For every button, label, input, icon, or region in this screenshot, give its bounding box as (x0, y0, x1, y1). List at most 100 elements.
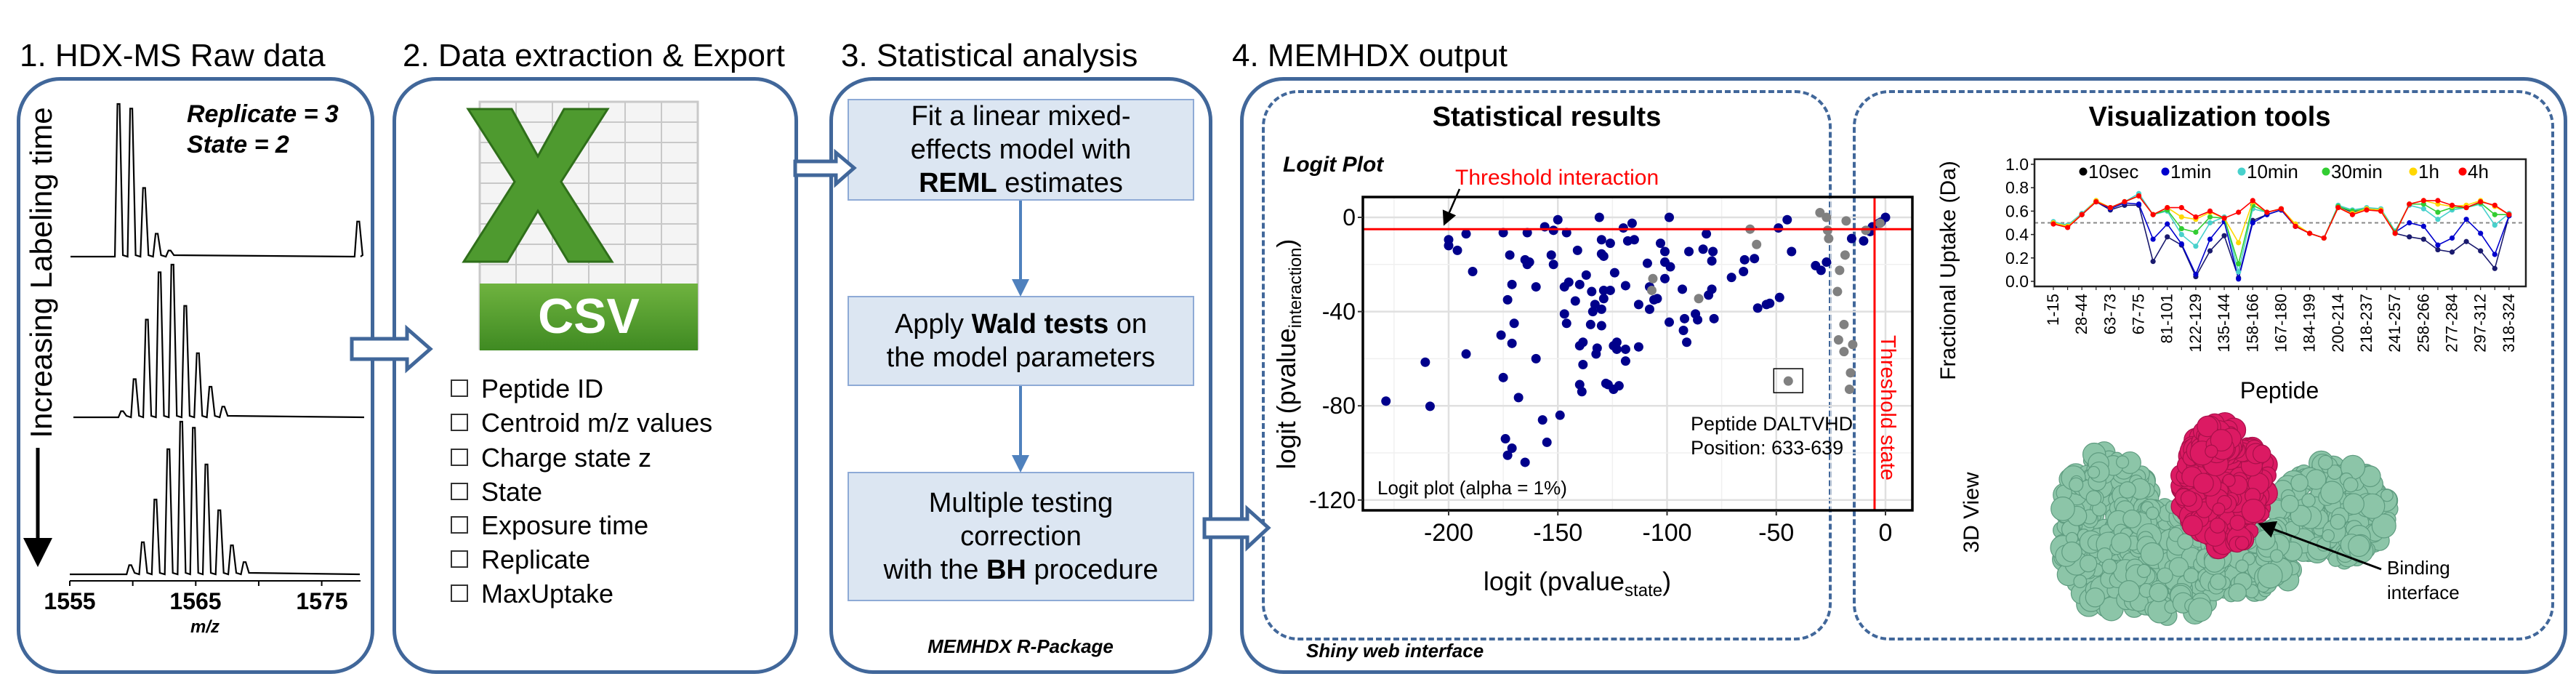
surface-bead (2188, 598, 2213, 622)
surface-bead (2069, 477, 2084, 492)
surface-bead (2228, 583, 2247, 602)
x-tick-label: -50 (1758, 519, 1794, 547)
flow-arrow-2-to-3 (793, 148, 857, 188)
significant-point (1822, 257, 1832, 268)
y-tick-label: -40 (1322, 299, 1356, 325)
surface-bead (2193, 473, 2214, 494)
series-point-1min (2150, 236, 2156, 242)
series-line-10sec (2053, 201, 2510, 281)
significant-point (1655, 238, 1665, 249)
text-span: procedure (1026, 555, 1159, 585)
field-maxuptake: MaxUptake (451, 579, 613, 609)
significant-point (1665, 317, 1675, 327)
surface-bead (2269, 549, 2284, 563)
series-point-10min (2420, 206, 2426, 212)
series-point-1min (2478, 230, 2484, 236)
series-point-10sec (2435, 246, 2441, 253)
series-point-10sec (2478, 248, 2484, 254)
series-point-4h (2150, 212, 2156, 217)
series-line-10min (2053, 193, 2510, 273)
field-label: State (481, 477, 543, 507)
series-point-4h (2378, 208, 2384, 214)
surface-bead (2183, 568, 2199, 584)
non_significant-point (1822, 225, 1832, 236)
shiny-label: Shiny web interface (1306, 640, 1484, 662)
legend-marker (2409, 167, 2418, 176)
significant-point (1500, 434, 1510, 444)
series-point-4h (2478, 198, 2484, 205)
logit-y-axis-label: logit (pvalueinteraction) (1271, 239, 1305, 470)
significant-point (1502, 450, 1513, 460)
significant-point (1596, 304, 1606, 314)
y-tick-label: 0.4 (2005, 225, 2029, 244)
significant-point (1548, 225, 1558, 236)
series-point-4h (2492, 202, 2497, 208)
field-label: Exposure time (481, 510, 649, 540)
significant-point (1611, 337, 1622, 347)
series-point-10sec (2492, 265, 2497, 271)
surface-bead (2111, 532, 2132, 553)
mz-tick-label: 1555 (44, 588, 95, 614)
non_significant-point (1815, 208, 1825, 218)
series-point-1min (2449, 235, 2455, 241)
series-point-4h (2250, 198, 2255, 204)
significant-point (1684, 246, 1694, 257)
significant-point (1596, 321, 1606, 331)
field-label: MaxUptake (481, 579, 614, 608)
significant-point (1531, 353, 1541, 363)
checkbox-icon (451, 483, 468, 501)
protein-surface-image (2050, 411, 2399, 626)
significant-point (1633, 300, 1643, 310)
significant-point (1665, 262, 1675, 272)
checkbox-icon (451, 516, 468, 534)
significant-point (1787, 246, 1797, 257)
y-tick-label: 0.6 (2005, 201, 2029, 220)
significant-point (1559, 309, 1569, 319)
logit-plot-title: Logit Plot (1283, 153, 1385, 177)
x-tick-label: -100 (1642, 519, 1691, 547)
significant-point (1507, 443, 1517, 454)
3d-view-label: 3D View (1960, 472, 1984, 553)
x-tick-label: 158-166 (2243, 294, 2261, 353)
step-2-title: 2. Data extraction & Export (403, 38, 785, 73)
legend-label: 30min (2331, 161, 2383, 182)
surface-bead (2343, 493, 2364, 515)
significant-point (1468, 267, 1478, 277)
text-span: on (1108, 309, 1148, 340)
significant-point (1620, 344, 1630, 354)
logit-footnote: Logit plot (alpha = 1%) (1377, 477, 1567, 499)
x-tick-label: 297-312 (2471, 294, 2490, 353)
text-line: Multiple testing (928, 488, 1114, 518)
step-1-title: 1. HDX-MS Raw data (20, 38, 326, 73)
significant-point (1561, 228, 1571, 238)
non_significant-point (1833, 334, 1843, 345)
y-tick-label: 1.0 (2005, 155, 2029, 174)
surface-bead (2371, 513, 2396, 539)
surface-bead (2080, 555, 2098, 573)
significant-point (1420, 357, 1430, 367)
legend-label: 1h (2418, 161, 2439, 182)
series-point-10sec (2150, 259, 2156, 265)
series-point-4h (2506, 212, 2512, 217)
series-point-4h (2463, 204, 2469, 211)
significant-point (1627, 218, 1637, 228)
legend-label: 10sec (2088, 161, 2138, 182)
bold-term: REML (919, 168, 997, 198)
significant-point (1774, 292, 1784, 302)
legend-marker (2322, 167, 2330, 176)
legend-marker (2161, 167, 2170, 176)
significant-point (1444, 241, 1454, 251)
non_significant-point (1694, 294, 1704, 304)
x-tick-label: 184-199 (2301, 294, 2319, 353)
significant-point (1570, 296, 1580, 306)
flow-arrow-3-to-4 (1202, 505, 1271, 552)
significant-point (1659, 246, 1670, 257)
surface-bead (2140, 542, 2165, 566)
bh-step-box: Multiple testing correction with the BH … (848, 472, 1194, 601)
surface-bead (2205, 444, 2218, 458)
x-tick-label: 63-73 (2101, 294, 2119, 334)
significant-point (1572, 245, 1582, 255)
surface-bead (2119, 481, 2136, 499)
series-point-10sec (2221, 233, 2227, 238)
